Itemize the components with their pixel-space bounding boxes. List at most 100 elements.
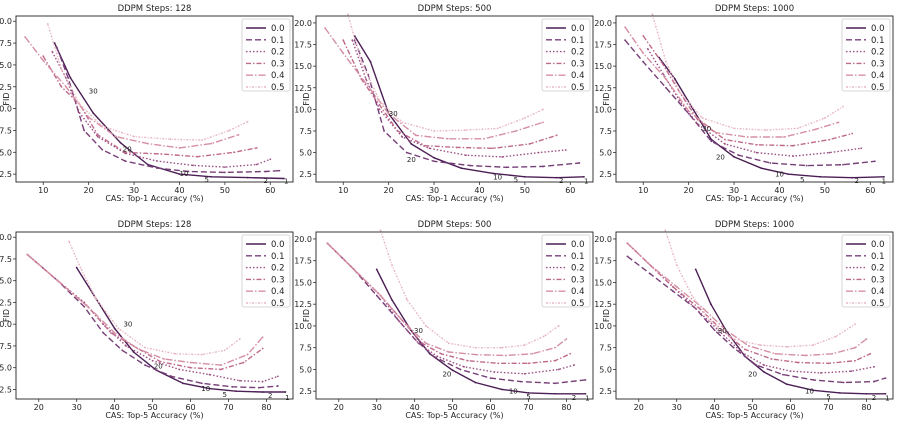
data-point [146,142,149,145]
data-point [60,68,63,71]
data-point [96,135,99,138]
data-point [755,364,758,366]
data-point [492,172,494,175]
data-point [87,116,90,119]
series-line-0.4 [624,26,839,138]
data-point [65,85,67,88]
x-tick-label: 60 [565,186,575,195]
data-point [464,154,467,157]
chart-title: DDPM Steps: 128 [118,4,192,14]
data-point [401,121,404,124]
data-point [257,386,260,389]
data-point [464,129,467,132]
y-tick-label: 2.5 [599,170,612,179]
data-point [390,264,393,266]
legend-label: 0.5 [271,83,285,93]
x-tick-label: 20 [384,186,394,195]
series-line-0.3 [342,39,557,150]
data-point [665,78,667,81]
data-point [564,149,567,151]
chart-panel-4: DDPM Steps: 128 FID CAS: Top-5 Accuracy (%… [0,220,294,420]
x-tick-label: 70 [523,403,533,412]
data-point [79,266,82,269]
y-tick-label: 17.5 [594,257,612,266]
data-point [102,331,105,334]
y-tick-label: 15.0 [0,277,12,286]
data-point [783,136,785,138]
series-line-0.5 [664,230,856,348]
data-point [537,151,540,154]
axes-frame [615,231,894,400]
data-point [583,175,585,178]
series-line-0.4 [26,254,264,366]
step-annotation: 2 [264,177,268,185]
x-tick-label: 30 [729,186,739,195]
x-tick-label: 50 [748,403,758,412]
series-line-0.4 [24,36,239,149]
data-point [383,130,386,132]
data-point [246,176,249,179]
data-point [724,138,726,141]
data-point [797,361,800,364]
data-point [353,39,356,42]
series-line-0.0 [354,35,584,179]
legend-label: 0.3 [271,275,285,285]
series-line-0.2 [326,242,575,375]
data-point [624,26,626,29]
chart-title: DDPM Steps: 500 [418,4,492,14]
series-line-0.2 [51,51,271,168]
x-tick-label: 80 [861,403,871,412]
data-point [425,325,427,327]
data-point [812,378,815,381]
data-point [113,331,116,334]
data-point [428,147,431,150]
data-point [26,253,29,256]
data-point [527,362,530,365]
data-point [144,364,146,366]
data-point [133,135,135,138]
y-axis-label: FID [302,309,311,322]
x-tick-label: 30 [672,403,682,412]
step-annotation: 10 [201,385,210,393]
data-point [710,140,713,143]
data-point [694,307,697,310]
data-point [283,177,285,180]
data-point [201,382,203,385]
data-point [584,378,587,381]
data-point [696,123,699,125]
data-point [746,136,749,138]
data-point [850,370,853,373]
data-point [433,130,435,132]
data-point [523,175,526,178]
legend-label: 0.5 [871,83,885,93]
data-point [678,91,681,93]
y-tick-label: 7.5 [599,127,612,136]
x-tick-label: 40 [110,403,120,412]
data-point [785,383,788,386]
data-point [155,160,158,162]
data-point [740,351,743,353]
data-point [170,375,173,378]
data-point [261,391,264,393]
series-line-0.3 [326,242,571,364]
data-point [501,346,503,349]
axes-frame [15,15,294,183]
data-point [578,162,581,164]
data-point [278,169,281,172]
data-point [78,103,81,106]
data-point [405,151,408,154]
legend-label: 0.1 [571,36,585,46]
data-point [410,143,413,145]
x-tick-label: 50 [220,186,230,195]
data-point [124,151,126,154]
data-point [492,147,494,150]
y-axis-label: FID [2,92,11,105]
data-point [555,176,558,179]
data-point [812,344,815,346]
data-point [415,134,417,137]
y-tick-label: 20.0 [0,233,12,242]
legend-label: 0.4 [871,287,885,297]
y-tick-label: 15.0 [294,278,312,287]
data-point [504,354,507,357]
